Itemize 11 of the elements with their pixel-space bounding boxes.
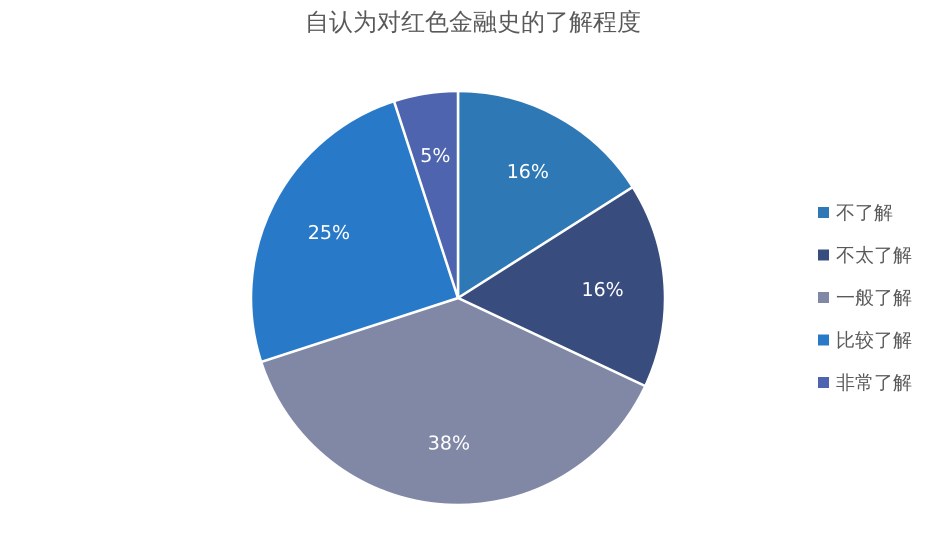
data-label: 38%	[428, 432, 470, 455]
data-label: 16%	[581, 278, 624, 301]
data-label: 25%	[308, 222, 350, 244]
legend-label: 非常了解	[836, 372, 912, 394]
legend-label: 不太了解	[836, 244, 912, 266]
chart-title: 自认为对红色金融史的了解程度	[305, 8, 641, 36]
legend-label: 比较了解	[836, 330, 912, 352]
data-label: 5%	[420, 144, 450, 167]
legend-label: 不了解	[836, 202, 893, 224]
data-label: 16%	[506, 161, 549, 184]
legend-label: 一般了解	[836, 287, 912, 309]
